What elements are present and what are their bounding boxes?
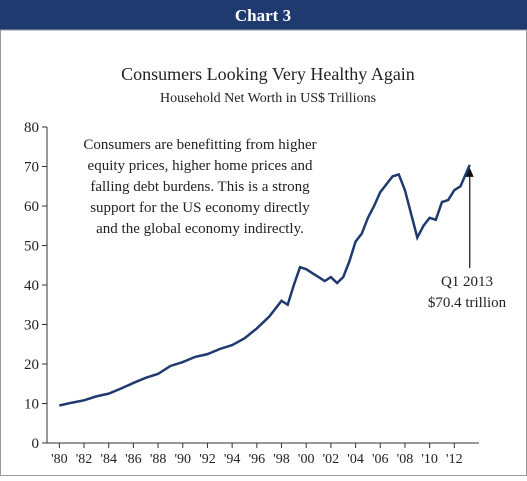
x-tick-label: '84 xyxy=(100,452,117,467)
x-tick-label: '82 xyxy=(76,452,93,467)
chart-subtitle: Household Net Worth in US$ Trillions xyxy=(160,91,376,106)
annotation: equity prices, higher home prices and xyxy=(88,158,313,174)
chart-title: Consumers Looking Very Healthy Again xyxy=(121,64,415,84)
y-tick-label: 60 xyxy=(24,199,39,215)
x-tick-label: '94 xyxy=(224,452,241,467)
x-tick-label: '08 xyxy=(397,452,414,467)
header-title: Chart 3 xyxy=(235,6,291,25)
y-tick-label: 50 xyxy=(24,239,39,255)
annotation: falling debt burdens. This is a strong xyxy=(90,179,310,195)
y-tick-label: 0 xyxy=(32,436,40,452)
x-tick-label: '10 xyxy=(421,452,438,467)
data-line xyxy=(59,164,471,407)
x-tick-label: '80 xyxy=(51,452,68,467)
x-tick-label: '88 xyxy=(150,452,167,467)
x-tick-label: '92 xyxy=(199,452,216,467)
y-tick-label: 30 xyxy=(24,318,39,334)
x-tick-label: '90 xyxy=(175,452,192,467)
annotation: and the global economy indirectly. xyxy=(96,221,304,237)
x-tick-label: '00 xyxy=(298,452,315,467)
x-tick-label: '02 xyxy=(323,452,340,467)
callout: $70.4 trillion xyxy=(428,295,507,311)
x-tick-label: '96 xyxy=(249,452,266,467)
x-tick-label: '04 xyxy=(347,452,364,467)
annotation: support for the US economy directly xyxy=(90,200,310,216)
y-tick-label: 10 xyxy=(24,397,39,413)
callout: Q1 2013 xyxy=(441,274,493,290)
annotation: Consumers are benefitting from higher xyxy=(83,137,316,153)
x-tick-label: '86 xyxy=(125,452,142,467)
x-tick-label: '06 xyxy=(372,452,389,467)
callout-arrowhead xyxy=(465,167,474,177)
y-tick-label: 20 xyxy=(24,357,39,373)
header-bar xyxy=(0,0,527,30)
x-tick-label: '98 xyxy=(273,452,290,467)
y-tick-label: 70 xyxy=(24,160,39,176)
x-tick-label: '12 xyxy=(446,452,463,467)
y-tick-label: 80 xyxy=(24,120,39,136)
y-tick-label: 40 xyxy=(24,278,39,294)
